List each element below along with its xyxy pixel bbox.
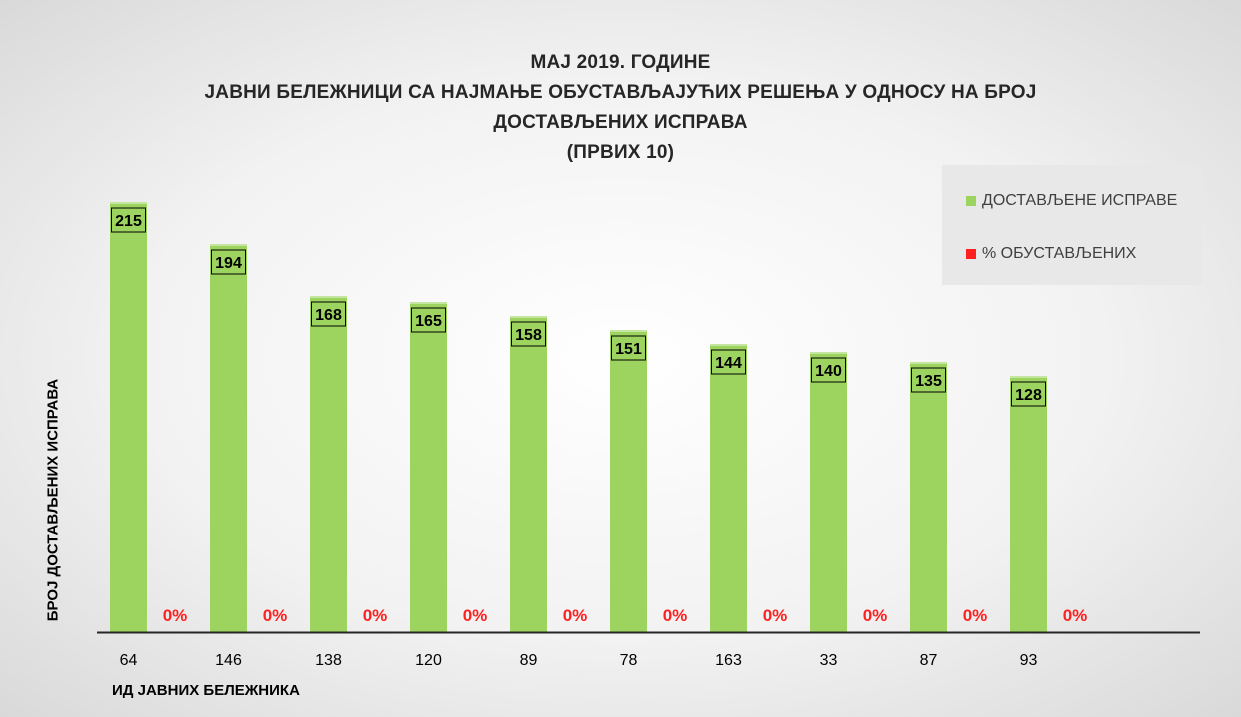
data-label: 128 [1015, 387, 1042, 404]
bar [910, 362, 947, 632]
chart-title-line-4: (ПРВИХ 10) [566, 142, 675, 163]
data-label: 140 [815, 363, 842, 380]
data-label-box [411, 307, 446, 333]
x-tick-label: 33 [820, 652, 838, 669]
x-tick-label: 89 [520, 652, 538, 669]
x-tick-label: 78 [620, 652, 638, 669]
data-label: 151 [615, 341, 642, 358]
bar-top-highlight [410, 302, 447, 304]
data-label: 194 [215, 255, 242, 272]
bar [510, 316, 547, 632]
legend-label-documents: ДОСТАВЉЕНЕ ИСПРАВЕ [982, 192, 1178, 209]
legend-label-percent: % ОБУСТАВЉЕНИХ [982, 245, 1137, 262]
data-label-box [311, 301, 346, 327]
data-label: 158 [515, 327, 542, 344]
x-axis-label: ИД ЈАВНИХ БЕЛЕЖНИКА [112, 682, 300, 699]
data-label-box [1011, 381, 1046, 407]
chart-title-line-1: МАЈ 2019. ГОДИНЕ [530, 52, 711, 73]
data-label: 168 [315, 307, 342, 324]
percent-label: 0% [663, 606, 688, 625]
chart-title-line-3: ДОСТАВЉЕНИХ ИСПРАВА [493, 112, 748, 133]
data-label-box [211, 249, 246, 275]
chart-legend: ДОСТАВЉЕНЕ ИСПРАВЕ % ОБУСТАВЉЕНИХ [942, 165, 1202, 285]
percent-label: 0% [463, 606, 488, 625]
legend-swatch-green [966, 195, 976, 206]
data-label: 135 [915, 373, 942, 390]
bar-top-highlight [710, 344, 747, 346]
data-label: 144 [715, 355, 742, 372]
bar [1010, 376, 1047, 632]
data-label: 215 [115, 213, 142, 230]
data-label-box [911, 367, 946, 393]
percent-label: 0% [863, 606, 888, 625]
bar [810, 352, 847, 632]
legend-item-percent: % ОБУСТАВЉЕНИХ [966, 244, 1136, 264]
percent-label: 0% [363, 606, 388, 625]
percent-label: 0% [563, 606, 588, 625]
x-tick-label: 138 [315, 652, 342, 669]
bar [110, 202, 147, 632]
bar-top-highlight [210, 244, 247, 246]
percent-label: 0% [1063, 606, 1088, 625]
data-label-box [111, 207, 146, 233]
bar-top-highlight [610, 330, 647, 332]
legend-swatch-red [966, 248, 976, 259]
percent-label: 0% [763, 606, 788, 625]
data-label-box [811, 357, 846, 383]
bar [210, 244, 247, 632]
bar-top-highlight [510, 316, 547, 318]
data-label-box [611, 335, 646, 361]
x-tick-label: 163 [715, 652, 742, 669]
bar-top-highlight [1010, 376, 1047, 378]
bar [410, 302, 447, 632]
y-axis-label: БРОЈ ДОСТАВЉЕНИХ ИСПРАВА [44, 378, 62, 622]
data-label-box [711, 349, 746, 375]
x-tick-label: 93 [1020, 652, 1038, 669]
bar-top-highlight [110, 202, 147, 204]
bar-top-highlight [910, 362, 947, 364]
data-label: 165 [415, 313, 442, 330]
bar-top-highlight [310, 296, 347, 298]
percent-label: 0% [963, 606, 988, 625]
legend-item-documents: ДОСТАВЉЕНЕ ИСПРАВЕ [966, 191, 1177, 211]
percent-label: 0% [263, 606, 288, 625]
x-tick-label: 120 [415, 652, 442, 669]
x-tick-label: 64 [120, 652, 138, 669]
percent-label: 0% [163, 606, 188, 625]
bar [310, 296, 347, 632]
bar [610, 330, 647, 632]
bar-top-highlight [810, 352, 847, 354]
bar [710, 344, 747, 632]
chart-title-line-2: ЈАВНИ БЕЛЕЖНИЦИ СА НАЈМАЊЕ ОБУСТАВЉАЈУЋИ… [204, 82, 1037, 103]
x-tick-label: 146 [215, 652, 242, 669]
x-tick-label: 87 [920, 652, 938, 669]
data-label-box [511, 321, 546, 347]
